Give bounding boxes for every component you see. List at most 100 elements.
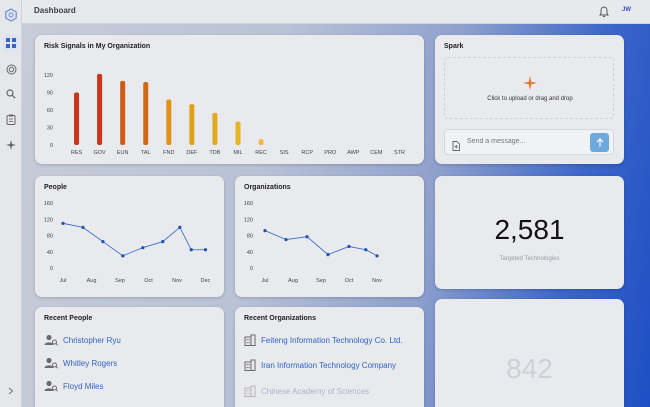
data-point: [61, 221, 65, 225]
sparkle-icon[interactable]: [3, 137, 19, 153]
x-tick-label: DEF: [186, 150, 198, 156]
bar: [97, 73, 103, 145]
arrow-up-icon: [596, 138, 603, 147]
y-tick-label: 120: [44, 73, 53, 79]
x-tick-label: RCP: [301, 150, 313, 156]
data-point: [284, 237, 288, 242]
user-avatar[interactable]: JW: [622, 7, 631, 13]
bell-icon[interactable]: [599, 5, 609, 23]
targeted-technologies-card: 2,581 Targeted Technologies: [435, 176, 624, 289]
y-tick-label: 0: [250, 266, 253, 272]
risk-signals-chart: 0 30 60 90 120 RES GOV EUN TAL FND DEF TDB MIL REC SIS…: [44, 73, 405, 156]
organizations-chart: 0 40 80 120 160 Jul Aug Sep Oct Nov: [244, 201, 382, 284]
list-item[interactable]: Whitley Rogers: [44, 356, 117, 370]
people-title: People: [44, 184, 67, 191]
y-tick-label: 90: [47, 91, 53, 97]
x-tick-label: Nov: [172, 278, 182, 284]
search-icon[interactable]: [3, 86, 19, 102]
person-search-icon: [44, 334, 58, 346]
x-tick-label: RES: [71, 150, 83, 156]
x-tick-label: TDB: [209, 150, 220, 156]
data-point: [364, 248, 368, 252]
recent-person-name[interactable]: Floyd Miles: [63, 381, 104, 391]
recent-person-name[interactable]: Christopher Ryu: [63, 335, 121, 345]
recent-people-card: Recent People Christopher Ryu Whitley Ro…: [35, 307, 224, 407]
list-item[interactable]: Feiteng Information Technology Co. Ltd.: [244, 333, 403, 347]
message-box: [444, 129, 614, 155]
data-point: [121, 254, 125, 258]
x-tick-label: MIL: [233, 150, 242, 156]
upload-dropzone[interactable]: Click to upload or drag and drop: [444, 57, 614, 119]
bar: [235, 121, 241, 145]
sidebar: [0, 0, 22, 407]
data-point: [189, 248, 193, 252]
y-tick-label: 30: [47, 126, 53, 132]
x-tick-label: Aug: [87, 278, 97, 284]
bottom-metric-card: 842: [435, 299, 624, 407]
attach-file-icon[interactable]: [452, 138, 460, 156]
data-point: [326, 252, 330, 257]
logo-icon[interactable]: [3, 7, 19, 23]
y-tick-label: 60: [47, 108, 53, 114]
recent-organizations-title: Recent Organizations: [244, 315, 316, 322]
y-tick-label: 160: [44, 201, 53, 207]
chevron-right-icon[interactable]: [3, 383, 19, 399]
bar: [189, 104, 195, 145]
series-line: [62, 222, 206, 257]
x-tick-label: PRO: [324, 150, 337, 156]
message-input[interactable]: [467, 138, 577, 145]
recent-people-title: Recent People: [44, 315, 93, 322]
y-tick-label: 0: [50, 266, 53, 272]
grid-icon[interactable]: [3, 35, 19, 51]
x-tick-label: CEM: [370, 150, 383, 156]
recent-person-name[interactable]: Whitley Rogers: [63, 358, 118, 368]
x-tick-label: REC: [255, 150, 267, 156]
x-tick-label: Aug: [288, 278, 298, 284]
targeted-technologies-count: 2,581: [494, 214, 565, 245]
organizations-title: Organizations: [244, 184, 291, 191]
data-point: [161, 239, 165, 244]
spark-title: Spark: [444, 43, 464, 50]
bar: [120, 80, 126, 145]
y-tick-label: 80: [47, 234, 53, 240]
upload-instructions: Click to upload or drag and drop: [487, 96, 573, 102]
building-icon: [244, 385, 256, 397]
risk-signals-title: Risk Signals in My Organization: [44, 43, 151, 50]
list-item[interactable]: Iran Information Technology Company: [244, 358, 396, 372]
series-line: [264, 230, 378, 257]
send-button[interactable]: [590, 133, 609, 152]
y-tick-label: 120: [244, 217, 253, 223]
x-tick-label: Oct: [144, 278, 153, 284]
clipboard-icon[interactable]: [3, 111, 19, 127]
bar: [143, 82, 149, 145]
spark-upload-icon: [523, 76, 537, 95]
x-tick-label: GOV: [93, 150, 106, 156]
recent-organization-name[interactable]: Feiteng Information Technology Co. Ltd.: [261, 335, 403, 345]
data-point: [141, 246, 145, 250]
list-item[interactable]: Christopher Ryu: [44, 333, 121, 347]
y-tick-label: 40: [47, 250, 53, 256]
targeted-technologies-label: Targeted Technologies: [499, 256, 560, 262]
y-tick-label: 40: [247, 250, 253, 256]
bar: [166, 99, 172, 145]
list-item[interactable]: Chinese Academy of Sciences: [244, 384, 369, 398]
data-point: [101, 239, 105, 244]
y-tick-label: 80: [247, 234, 253, 240]
data-point: [347, 244, 351, 249]
x-tick-label: AWP: [347, 150, 360, 156]
person-search-icon: [44, 380, 58, 392]
recent-organization-name[interactable]: Iran Information Technology Company: [261, 360, 397, 370]
data-point: [203, 248, 208, 252]
recent-organization-name[interactable]: Chinese Academy of Sciences: [261, 386, 370, 396]
y-tick-label: 160: [244, 201, 253, 207]
risk-signals-card: Risk Signals in My Organization 0 30 60 90 1…: [35, 35, 424, 164]
x-tick-label: TAL: [141, 150, 151, 156]
target-icon[interactable]: [3, 61, 19, 77]
spark-card: Spark Click to upload or drag and drop: [435, 35, 624, 164]
list-item[interactable]: Floyd Miles: [44, 379, 103, 393]
x-tick-label: Oct: [345, 278, 354, 284]
bar: [258, 139, 264, 145]
person-search-icon: [44, 357, 58, 369]
bar: [74, 92, 80, 145]
data-point: [178, 225, 182, 229]
